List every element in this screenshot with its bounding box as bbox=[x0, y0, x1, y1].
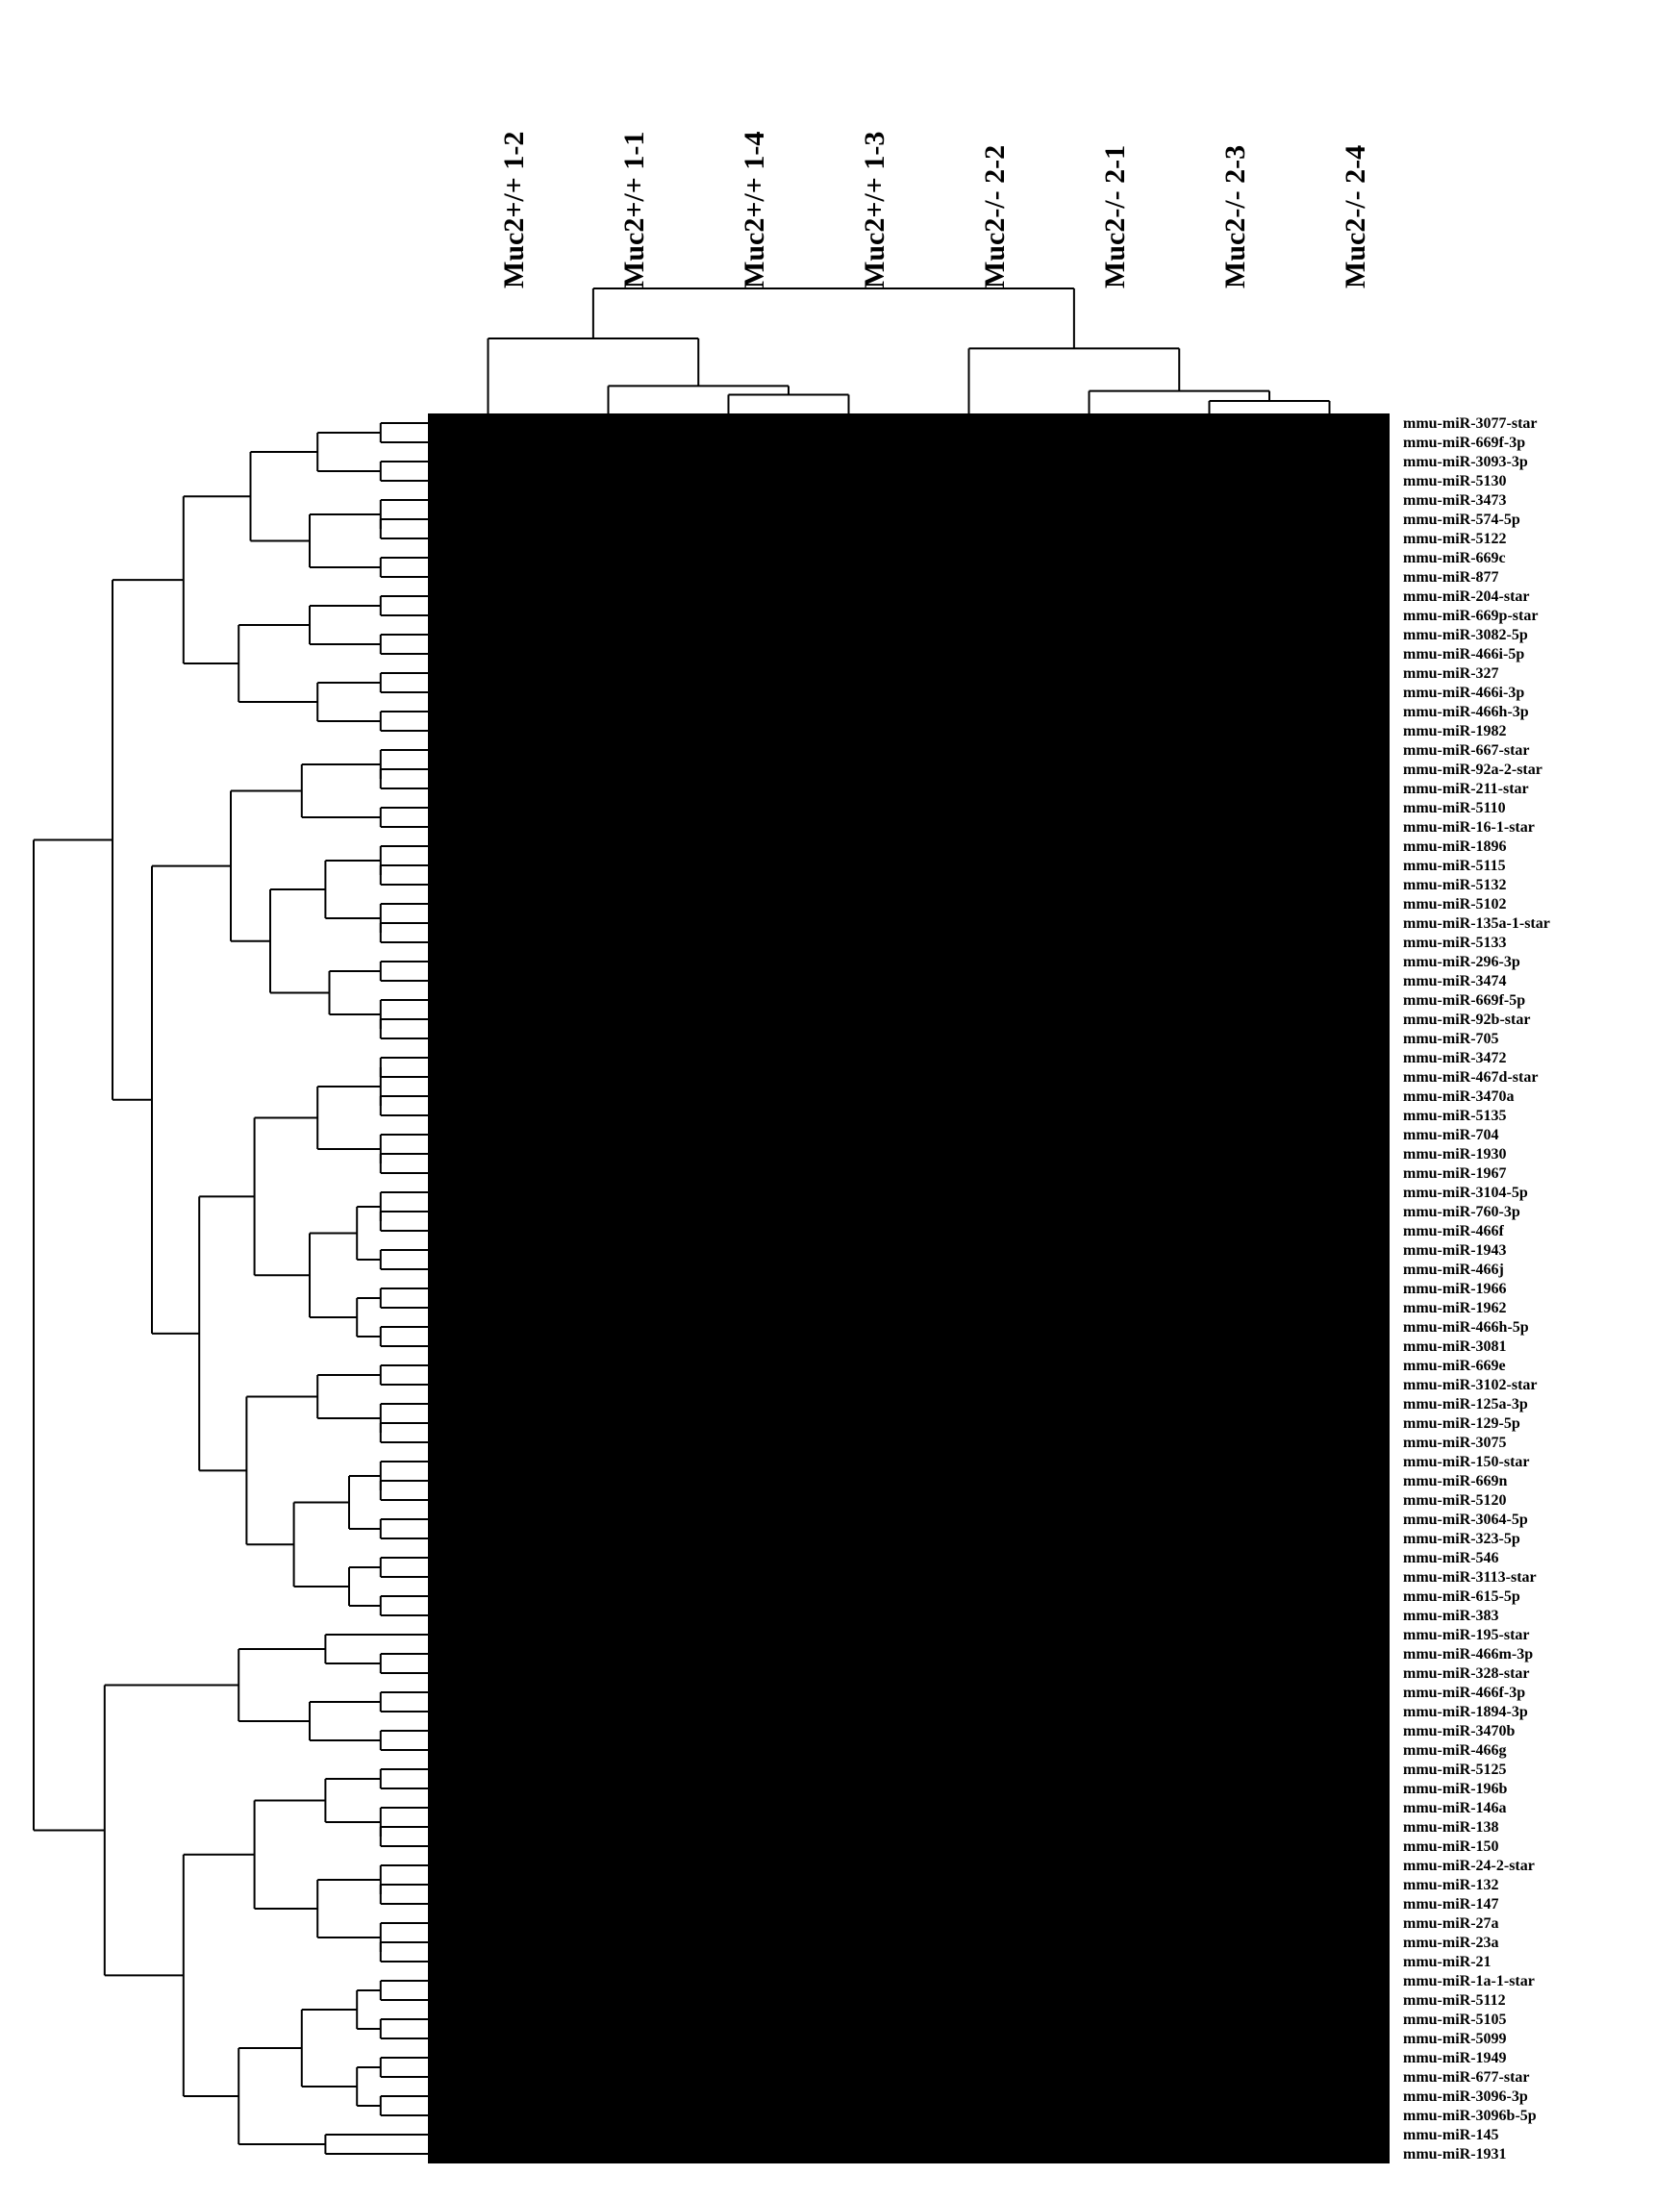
row-label: mmu-miR-669f-3p bbox=[1403, 435, 1525, 452]
row-label: mmu-miR-546 bbox=[1403, 1550, 1499, 1567]
row-label: mmu-miR-466g bbox=[1403, 1742, 1507, 1760]
row-label: mmu-miR-146a bbox=[1403, 1800, 1507, 1817]
row-label: mmu-miR-92a-2-star bbox=[1403, 762, 1542, 779]
row-label: mmu-miR-138 bbox=[1403, 1819, 1499, 1837]
row-label: mmu-miR-5115 bbox=[1403, 858, 1506, 875]
row-label: mmu-miR-150-star bbox=[1403, 1454, 1530, 1471]
row-label: mmu-miR-3470b bbox=[1403, 1723, 1515, 1740]
row-label: mmu-miR-1967 bbox=[1403, 1165, 1507, 1183]
row-label: mmu-miR-135a-1-star bbox=[1403, 915, 1550, 933]
row-label: mmu-miR-1896 bbox=[1403, 838, 1507, 856]
row-label: mmu-miR-204-star bbox=[1403, 588, 1530, 606]
row-label: mmu-miR-1a-1-star bbox=[1403, 1973, 1535, 1990]
row-label: mmu-miR-466f-3p bbox=[1403, 1685, 1525, 1702]
row-label: mmu-miR-3077-star bbox=[1403, 415, 1538, 433]
row-label: mmu-miR-704 bbox=[1403, 1127, 1499, 1144]
row-label: mmu-miR-1894-3p bbox=[1403, 1704, 1528, 1721]
row-label: mmu-miR-466m-3p bbox=[1403, 1646, 1533, 1663]
row-label: mmu-miR-5133 bbox=[1403, 935, 1507, 952]
row-label: mmu-miR-125a-3p bbox=[1403, 1396, 1528, 1413]
row-label: mmu-miR-574-5p bbox=[1403, 512, 1520, 529]
row-label: mmu-miR-3474 bbox=[1403, 973, 1507, 990]
heatmap-matrix bbox=[428, 413, 1390, 2163]
row-label: mmu-miR-3113-star bbox=[1403, 1569, 1537, 1587]
row-label: mmu-miR-3093-3p bbox=[1403, 454, 1528, 471]
row-label: mmu-miR-5130 bbox=[1403, 473, 1507, 490]
row-label: mmu-miR-145 bbox=[1403, 2127, 1499, 2144]
row-label: mmu-miR-1962 bbox=[1403, 1300, 1507, 1317]
row-label: mmu-miR-3104-5p bbox=[1403, 1185, 1528, 1202]
row-label: mmu-miR-466i-5p bbox=[1403, 646, 1524, 663]
row-label: mmu-miR-5125 bbox=[1403, 1762, 1507, 1779]
row-label: mmu-miR-669c bbox=[1403, 550, 1506, 567]
row-label: mmu-miR-24-2-star bbox=[1403, 1858, 1535, 1875]
row-label: mmu-miR-3472 bbox=[1403, 1050, 1507, 1067]
row-label: mmu-miR-27a bbox=[1403, 1915, 1499, 1933]
row-label: mmu-miR-3473 bbox=[1403, 492, 1507, 510]
row-label: mmu-miR-296-3p bbox=[1403, 954, 1520, 971]
row-label: mmu-miR-5132 bbox=[1403, 877, 1507, 894]
row-label: mmu-miR-5110 bbox=[1403, 800, 1506, 817]
row-label: mmu-miR-466h-5p bbox=[1403, 1319, 1529, 1337]
row-label: mmu-miR-669p-star bbox=[1403, 608, 1538, 625]
row-label: mmu-miR-132 bbox=[1403, 1877, 1499, 1894]
row-label: mmu-miR-328-star bbox=[1403, 1665, 1530, 1683]
row-label: mmu-miR-466i-3p bbox=[1403, 685, 1524, 702]
row-label: mmu-miR-92b-star bbox=[1403, 1012, 1530, 1029]
row-label: mmu-miR-1930 bbox=[1403, 1146, 1507, 1163]
row-label: mmu-miR-23a bbox=[1403, 1935, 1499, 1952]
row-label: mmu-miR-3081 bbox=[1403, 1338, 1507, 1356]
row-label: mmu-miR-669f-5p bbox=[1403, 992, 1525, 1010]
row-label: mmu-miR-211-star bbox=[1403, 781, 1529, 798]
row-label: mmu-miR-5105 bbox=[1403, 2012, 1507, 2029]
row-label: mmu-miR-16-1-star bbox=[1403, 819, 1535, 837]
row-label: mmu-miR-5112 bbox=[1403, 1992, 1506, 2010]
row-label: mmu-miR-677-star bbox=[1403, 2069, 1530, 2087]
row-label: mmu-miR-877 bbox=[1403, 569, 1499, 587]
row-label: mmu-miR-3102-star bbox=[1403, 1377, 1538, 1394]
row-label: mmu-miR-667-star bbox=[1403, 742, 1530, 760]
row-label: mmu-miR-466f bbox=[1403, 1223, 1504, 1240]
row-label: mmu-miR-323-5p bbox=[1403, 1531, 1520, 1548]
row-label: mmu-miR-5122 bbox=[1403, 531, 1507, 548]
row-label: mmu-miR-5135 bbox=[1403, 1108, 1507, 1125]
row-label: mmu-miR-5102 bbox=[1403, 896, 1507, 913]
row-label: mmu-miR-3470a bbox=[1403, 1088, 1515, 1106]
row-label: mmu-miR-669e bbox=[1403, 1358, 1506, 1375]
row-label: mmu-miR-3096b-5p bbox=[1403, 2108, 1537, 2125]
row-label: mmu-miR-466h-3p bbox=[1403, 704, 1529, 721]
row-label: mmu-miR-3096-3p bbox=[1403, 2088, 1528, 2106]
row-label: mmu-miR-1966 bbox=[1403, 1281, 1507, 1298]
row-label: mmu-miR-3082-5p bbox=[1403, 627, 1528, 644]
row-label: mmu-miR-1931 bbox=[1403, 2146, 1507, 2163]
row-label: mmu-miR-21 bbox=[1403, 1954, 1492, 1971]
row-label: mmu-miR-129-5p bbox=[1403, 1415, 1520, 1433]
row-label: mmu-miR-5120 bbox=[1403, 1492, 1507, 1510]
row-label: mmu-miR-1949 bbox=[1403, 2050, 1507, 2067]
row-label: mmu-miR-466j bbox=[1403, 1262, 1504, 1279]
heatmap-figure: Muc2+/+ 1-2Muc2+/+ 1-1Muc2+/+ 1-4Muc2+/+… bbox=[0, 0, 1680, 2200]
row-label: mmu-miR-383 bbox=[1403, 1608, 1499, 1625]
row-label: mmu-miR-150 bbox=[1403, 1838, 1499, 1856]
row-label: mmu-miR-5099 bbox=[1403, 2031, 1507, 2048]
row-label: mmu-miR-467d-star bbox=[1403, 1069, 1538, 1087]
row-label: mmu-miR-3075 bbox=[1403, 1435, 1507, 1452]
row-label: mmu-miR-196b bbox=[1403, 1781, 1507, 1798]
row-label: mmu-miR-1943 bbox=[1403, 1242, 1507, 1260]
row-label: mmu-miR-705 bbox=[1403, 1031, 1499, 1048]
row-label: mmu-miR-760-3p bbox=[1403, 1204, 1520, 1221]
row-label: mmu-miR-615-5p bbox=[1403, 1588, 1520, 1606]
row-label: mmu-miR-195-star bbox=[1403, 1627, 1530, 1644]
row-label: mmu-miR-3064-5p bbox=[1403, 1512, 1528, 1529]
row-label: mmu-miR-147 bbox=[1403, 1896, 1499, 1913]
row-label: mmu-miR-1982 bbox=[1403, 723, 1507, 740]
row-label: mmu-miR-327 bbox=[1403, 665, 1499, 683]
row-label: mmu-miR-669n bbox=[1403, 1473, 1507, 1490]
